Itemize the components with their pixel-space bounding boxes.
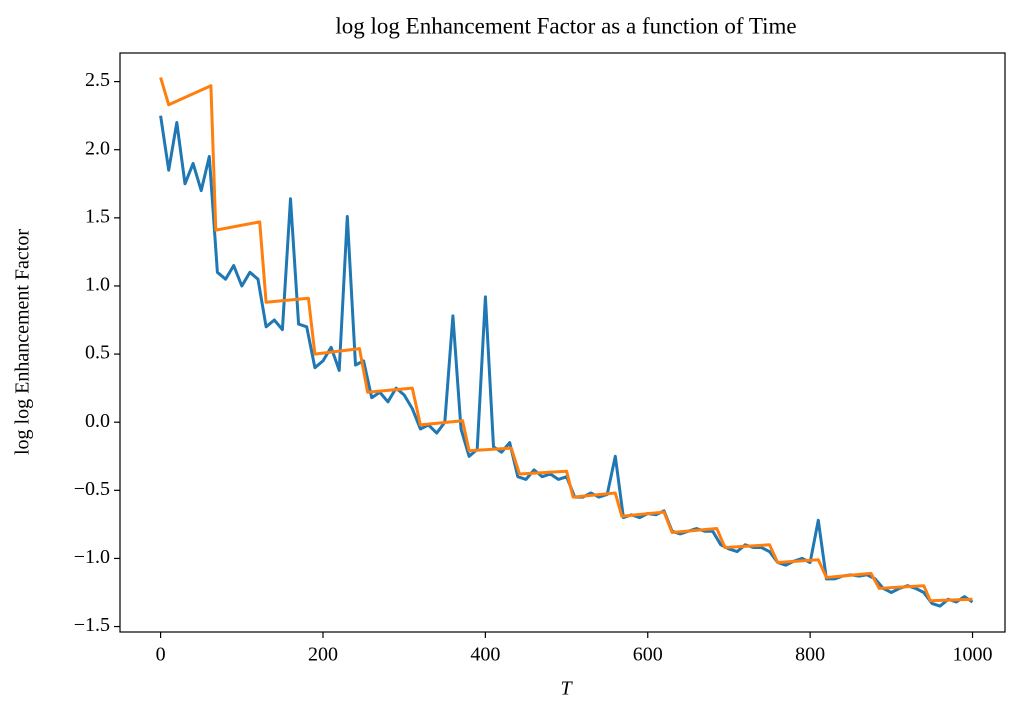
y-tick-label: −0.5: [74, 478, 110, 500]
x-axis-label: T: [560, 678, 573, 700]
y-tick-label: −1.0: [74, 546, 110, 568]
series-line: [159, 77, 973, 603]
x-tick-label: 1000: [953, 644, 993, 666]
y-tick-label: 1.5: [85, 205, 110, 227]
x-tick-label: 600: [633, 644, 663, 666]
x-tick-label: 400: [470, 644, 500, 666]
y-axis-label: log log Enhancement Factor: [12, 229, 34, 455]
plot-frame: [119, 52, 1006, 633]
y-tick-label: 0.5: [85, 342, 110, 364]
y-tick-label: 2.0: [85, 137, 110, 159]
x-tick-label: 800: [795, 644, 825, 666]
y-tick-label: 2.5: [85, 69, 110, 91]
series-line: [159, 115, 974, 608]
chart-title: log log Enhancement Factor as a function…: [335, 13, 796, 38]
y-tick-label: −1.5: [74, 614, 110, 636]
x-tick-label: 200: [308, 644, 338, 666]
x-tick-label: 0: [156, 644, 166, 666]
y-tick-label: 0.0: [85, 410, 110, 432]
y-tick-label: 1.0: [85, 274, 110, 296]
